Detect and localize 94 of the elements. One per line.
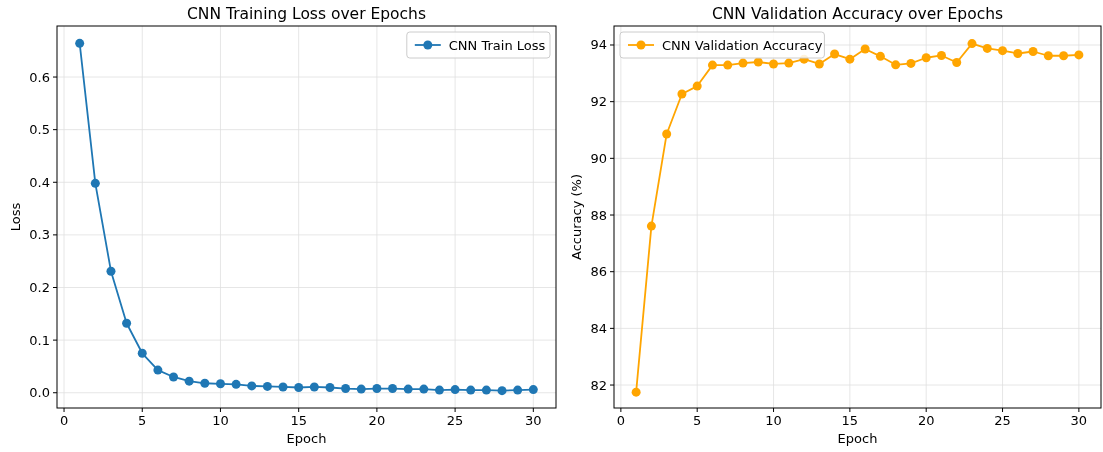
point (466, 385, 476, 395)
point (153, 365, 163, 375)
x-tick-label: 15 (841, 413, 859, 428)
point (631, 387, 641, 397)
y-tick-label: 86 (590, 264, 607, 280)
y-tick-label: 82 (590, 377, 607, 393)
point (1028, 47, 1038, 56)
point (450, 385, 460, 395)
y-tick-label: 0.6 (29, 69, 50, 85)
point (875, 51, 885, 61)
point (921, 53, 931, 63)
point (723, 60, 733, 70)
x-axis-title: Epoch (286, 431, 327, 446)
point (309, 382, 319, 392)
point (106, 266, 116, 276)
point (1059, 51, 1069, 61)
y-tick-label: 94 (590, 37, 607, 53)
y-tick-label: 92 (590, 94, 607, 110)
x-tick-label: 20 (917, 413, 935, 428)
point (845, 54, 855, 64)
point (662, 129, 672, 139)
point (982, 43, 992, 53)
point (891, 60, 901, 70)
point (356, 384, 366, 394)
point (646, 221, 656, 231)
x-tick-label: 0 (59, 413, 69, 428)
x-tick-label: 10 (212, 413, 229, 428)
y-tick-label: 0.0 (29, 385, 50, 401)
chart-title: CNN Training Loss over Epochs (187, 5, 426, 23)
legend-label: CNN Train Loss (448, 38, 546, 53)
point (294, 382, 304, 392)
point (90, 178, 100, 188)
point (278, 382, 288, 392)
y-tick-label: 0.5 (29, 122, 50, 138)
point (200, 378, 210, 388)
point (388, 384, 398, 394)
point (513, 385, 523, 395)
point (75, 38, 85, 48)
y-tick-label: 90 (590, 150, 607, 166)
point (769, 59, 779, 69)
point (738, 58, 748, 68)
point (434, 385, 444, 395)
point (184, 376, 194, 386)
x-tick-label: 20 (368, 413, 386, 428)
x-tick-label: 5 (693, 413, 702, 428)
y-tick-label: 0.4 (29, 174, 50, 190)
point (231, 379, 241, 389)
point (784, 58, 794, 68)
point (403, 384, 413, 394)
point (262, 381, 272, 391)
x-tick-label: 5 (138, 413, 147, 428)
y-tick-label: 0.3 (29, 227, 50, 243)
point (169, 372, 179, 382)
point (814, 59, 824, 69)
x-tick-label: 30 (525, 413, 542, 428)
point (325, 382, 335, 392)
legend-label: CNN Validation Accuracy (662, 38, 823, 53)
point (967, 39, 977, 49)
point (707, 60, 717, 70)
point (860, 44, 870, 54)
point (122, 318, 132, 328)
point (481, 385, 491, 395)
point (247, 381, 257, 391)
x-axis-title: Epoch (837, 431, 878, 446)
point (998, 46, 1008, 56)
point (1074, 50, 1084, 60)
point (1013, 48, 1023, 58)
point (419, 384, 429, 394)
point (952, 58, 962, 68)
y-tick-label: 0.1 (29, 332, 50, 348)
x-tick-label: 25 (994, 413, 1011, 428)
point (528, 385, 538, 395)
point (341, 384, 351, 394)
point (497, 386, 507, 396)
y-tick-label: 84 (590, 320, 607, 336)
y-tick-label: 88 (590, 207, 607, 223)
point (830, 49, 840, 59)
y-tick-label: 0.2 (29, 280, 50, 296)
x-tick-label: 10 (765, 413, 782, 428)
y-axis-title: Accuracy (%) (569, 174, 584, 260)
point (137, 348, 147, 358)
y-axis-title: Loss (8, 202, 23, 232)
chart-title: CNN Validation Accuracy over Epochs (711, 5, 1004, 23)
x-tick-label: 30 (1070, 413, 1088, 428)
point (372, 384, 382, 394)
point (677, 89, 687, 99)
point (215, 379, 225, 389)
x-tick-label: 25 (446, 413, 464, 428)
point (692, 81, 702, 91)
x-tick-label: 15 (290, 413, 307, 428)
point (906, 58, 916, 68)
point (1043, 51, 1053, 61)
x-tick-label: 0 (616, 413, 626, 428)
point (936, 50, 946, 60)
